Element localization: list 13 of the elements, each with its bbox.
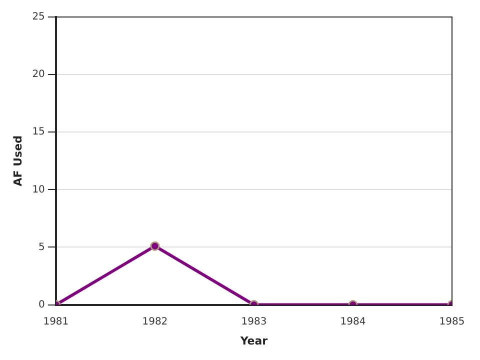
x-tick-label: 1985 [439, 316, 465, 328]
x-tick-label: 1982 [142, 316, 168, 328]
y-tick-label: 0 [38, 299, 45, 310]
x-axis-title: Year [239, 334, 268, 348]
y-tick-label: 5 [38, 242, 45, 253]
y-tick-label: 15 [32, 126, 45, 138]
y-tick-label: 10 [32, 184, 45, 196]
x-tick-label: 1981 [43, 316, 69, 328]
y-tick-label: 25 [32, 12, 45, 23]
x-tick-label: 1983 [241, 316, 267, 328]
y-axis-title: AF Used [11, 136, 24, 186]
y-tick-label: 20 [32, 69, 45, 80]
x-tick-label: 1984 [340, 316, 366, 328]
